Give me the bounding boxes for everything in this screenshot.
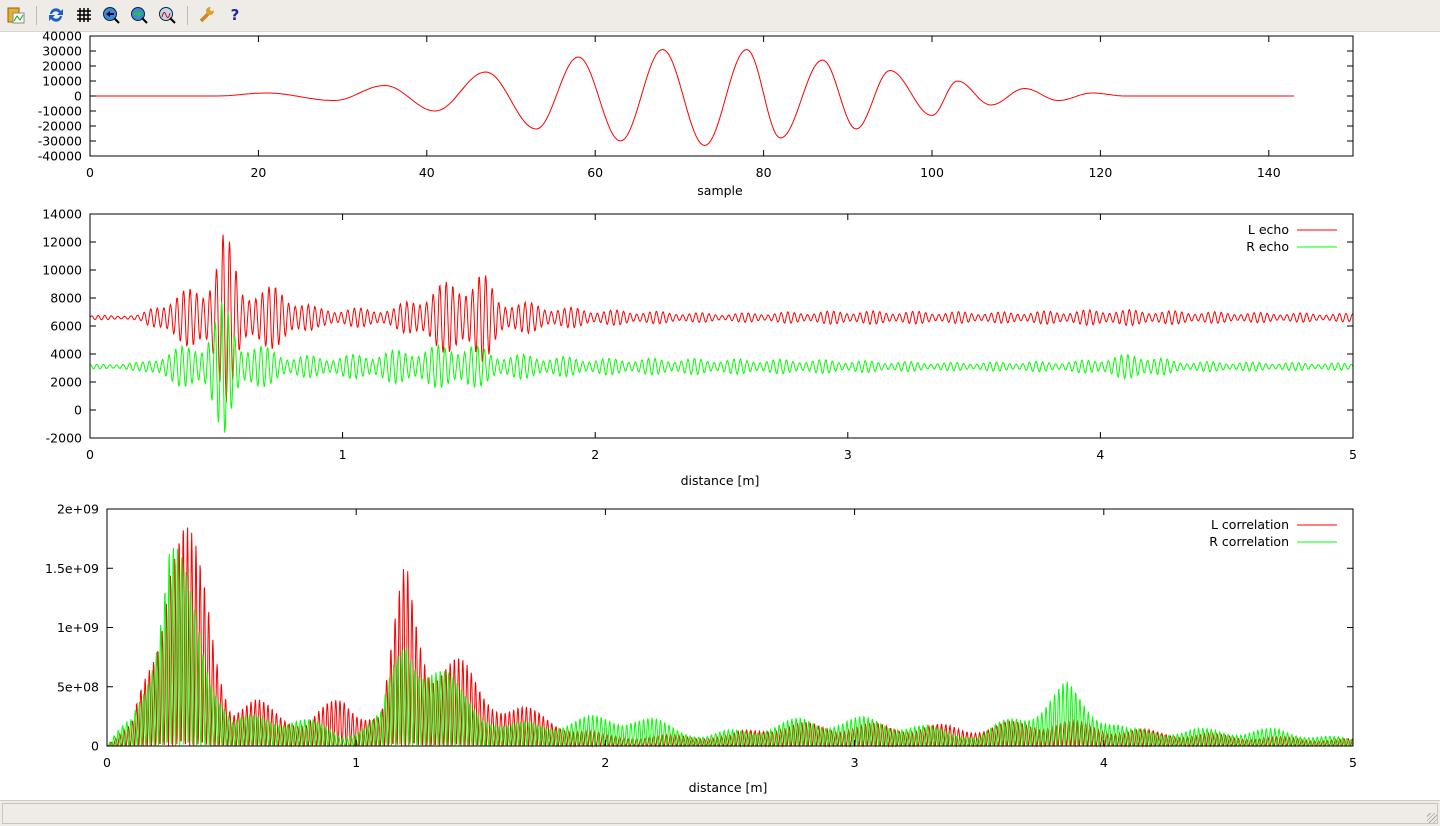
series-line-l-correlation	[106, 527, 1354, 748]
status-text-area	[2, 803, 1438, 824]
x-tick-label: 5	[1349, 755, 1357, 770]
legend-label: L echo	[1248, 222, 1289, 237]
x-tick-label: 3	[844, 447, 852, 462]
y-tick-label: 1.5e+09	[45, 561, 99, 576]
toolbar: ?	[0, 0, 1440, 32]
y-tick-label: -10000	[38, 104, 82, 119]
zoom-fit-icon[interactable]	[157, 5, 177, 25]
zoom-back-icon[interactable]	[101, 5, 121, 25]
help-icon[interactable]: ?	[230, 6, 240, 24]
x-tick-label: 40	[419, 165, 435, 180]
y-tick-label: 4000	[50, 347, 82, 362]
y-tick-label: 10000	[42, 263, 82, 278]
y-tick-label: 14000	[42, 207, 82, 222]
plot-frame	[89, 213, 1354, 439]
y-tick-label: 10000	[42, 74, 82, 89]
x-tick-label: 100	[920, 165, 944, 180]
wrench-icon[interactable]	[197, 5, 217, 25]
x-tick-label: 2	[601, 755, 609, 770]
x-tick-label: 80	[756, 165, 772, 180]
x-tick-label: 0	[103, 755, 111, 770]
x-tick-label: 140	[1257, 165, 1281, 180]
x-tick-label: 1	[352, 755, 360, 770]
y-tick-label: -20000	[38, 119, 82, 134]
echo-chart: 0 1 2 3 4 5 -2000 0 2000 4000 6000 8000 10000 12000 14…	[42, 207, 1357, 463]
series-line-l-echo	[89, 234, 1354, 403]
plot-canvas: 0 20 40 60 80 100 120 140-40000-30000-20000-100…	[38, 29, 1357, 796]
legend-label: L correlation	[1211, 517, 1289, 532]
correlation-chart: 0 1 2 3 4 5 0 5e+08 1e+09 1.5e+09 2e+09 L correlati…	[45, 502, 1357, 771]
toolbar-separator	[187, 6, 188, 25]
y-tick-label: 40000	[42, 29, 82, 44]
x-tick-label: 120	[1088, 165, 1112, 180]
y-tick-label: 2e+09	[57, 502, 99, 517]
x-tick-label: 0	[86, 447, 94, 462]
y-tick-label: -40000	[38, 149, 82, 164]
plot-frame	[106, 508, 1354, 747]
legend-label: R correlation	[1209, 534, 1289, 549]
y-tick-label: -30000	[38, 134, 82, 149]
y-tick-label: 12000	[42, 235, 82, 250]
series-line-r-correlation	[107, 547, 1354, 748]
toolbar-separator	[36, 6, 37, 25]
y-tick-label: 8000	[50, 291, 82, 306]
y-tick-label: 0	[91, 739, 99, 754]
zoom-forward-icon[interactable]	[129, 5, 149, 25]
y-tick-label: 20000	[42, 59, 82, 74]
legend-label: R echo	[1246, 239, 1289, 254]
series-line-signal	[90, 48, 1295, 147]
y-tick-label: 6000	[50, 319, 82, 334]
x-tick-label: 4	[1100, 755, 1108, 770]
chart-0-xlabel: sample	[697, 183, 743, 198]
y-tick-label: 0	[74, 403, 82, 418]
y-tick-label: 5e+08	[57, 679, 99, 694]
y-tick-label: -2000	[46, 431, 82, 446]
x-tick-label: 2	[591, 447, 599, 462]
status-bar	[0, 800, 1440, 826]
x-tick-label: 3	[851, 755, 859, 770]
grid-icon[interactable]	[74, 5, 94, 25]
chart-2-xlabel: distance [m]	[689, 780, 768, 795]
series-line-r-echo	[89, 301, 1354, 433]
x-tick-label: 0	[86, 165, 94, 180]
x-tick-label: 5	[1349, 447, 1357, 462]
y-tick-label: 2000	[50, 375, 82, 390]
x-tick-label: 20	[250, 165, 266, 180]
refresh-icon[interactable]	[46, 5, 66, 25]
y-tick-label: 1e+09	[57, 620, 99, 635]
x-tick-label: 60	[587, 165, 603, 180]
chart-1-xlabel: distance [m]	[681, 473, 760, 488]
y-tick-label: 30000	[42, 44, 82, 59]
x-tick-label: 1	[339, 447, 347, 462]
resize-grip[interactable]	[1427, 813, 1437, 823]
x-tick-label: 4	[1096, 447, 1104, 462]
y-tick-label: 0	[74, 89, 82, 104]
sample-waveform-chart: 0 20 40 60 80 100 120 140 -40000-30000-20000-100…	[38, 29, 1354, 180]
clipboard-chart-icon[interactable]	[6, 5, 26, 25]
